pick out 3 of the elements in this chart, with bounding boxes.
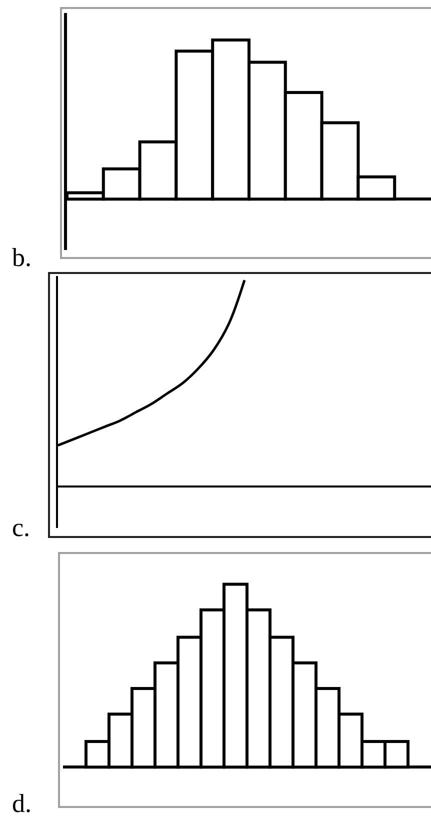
text: c. — [12, 513, 30, 542]
text: b. — [12, 243, 32, 272]
text: d. — [12, 789, 32, 818]
